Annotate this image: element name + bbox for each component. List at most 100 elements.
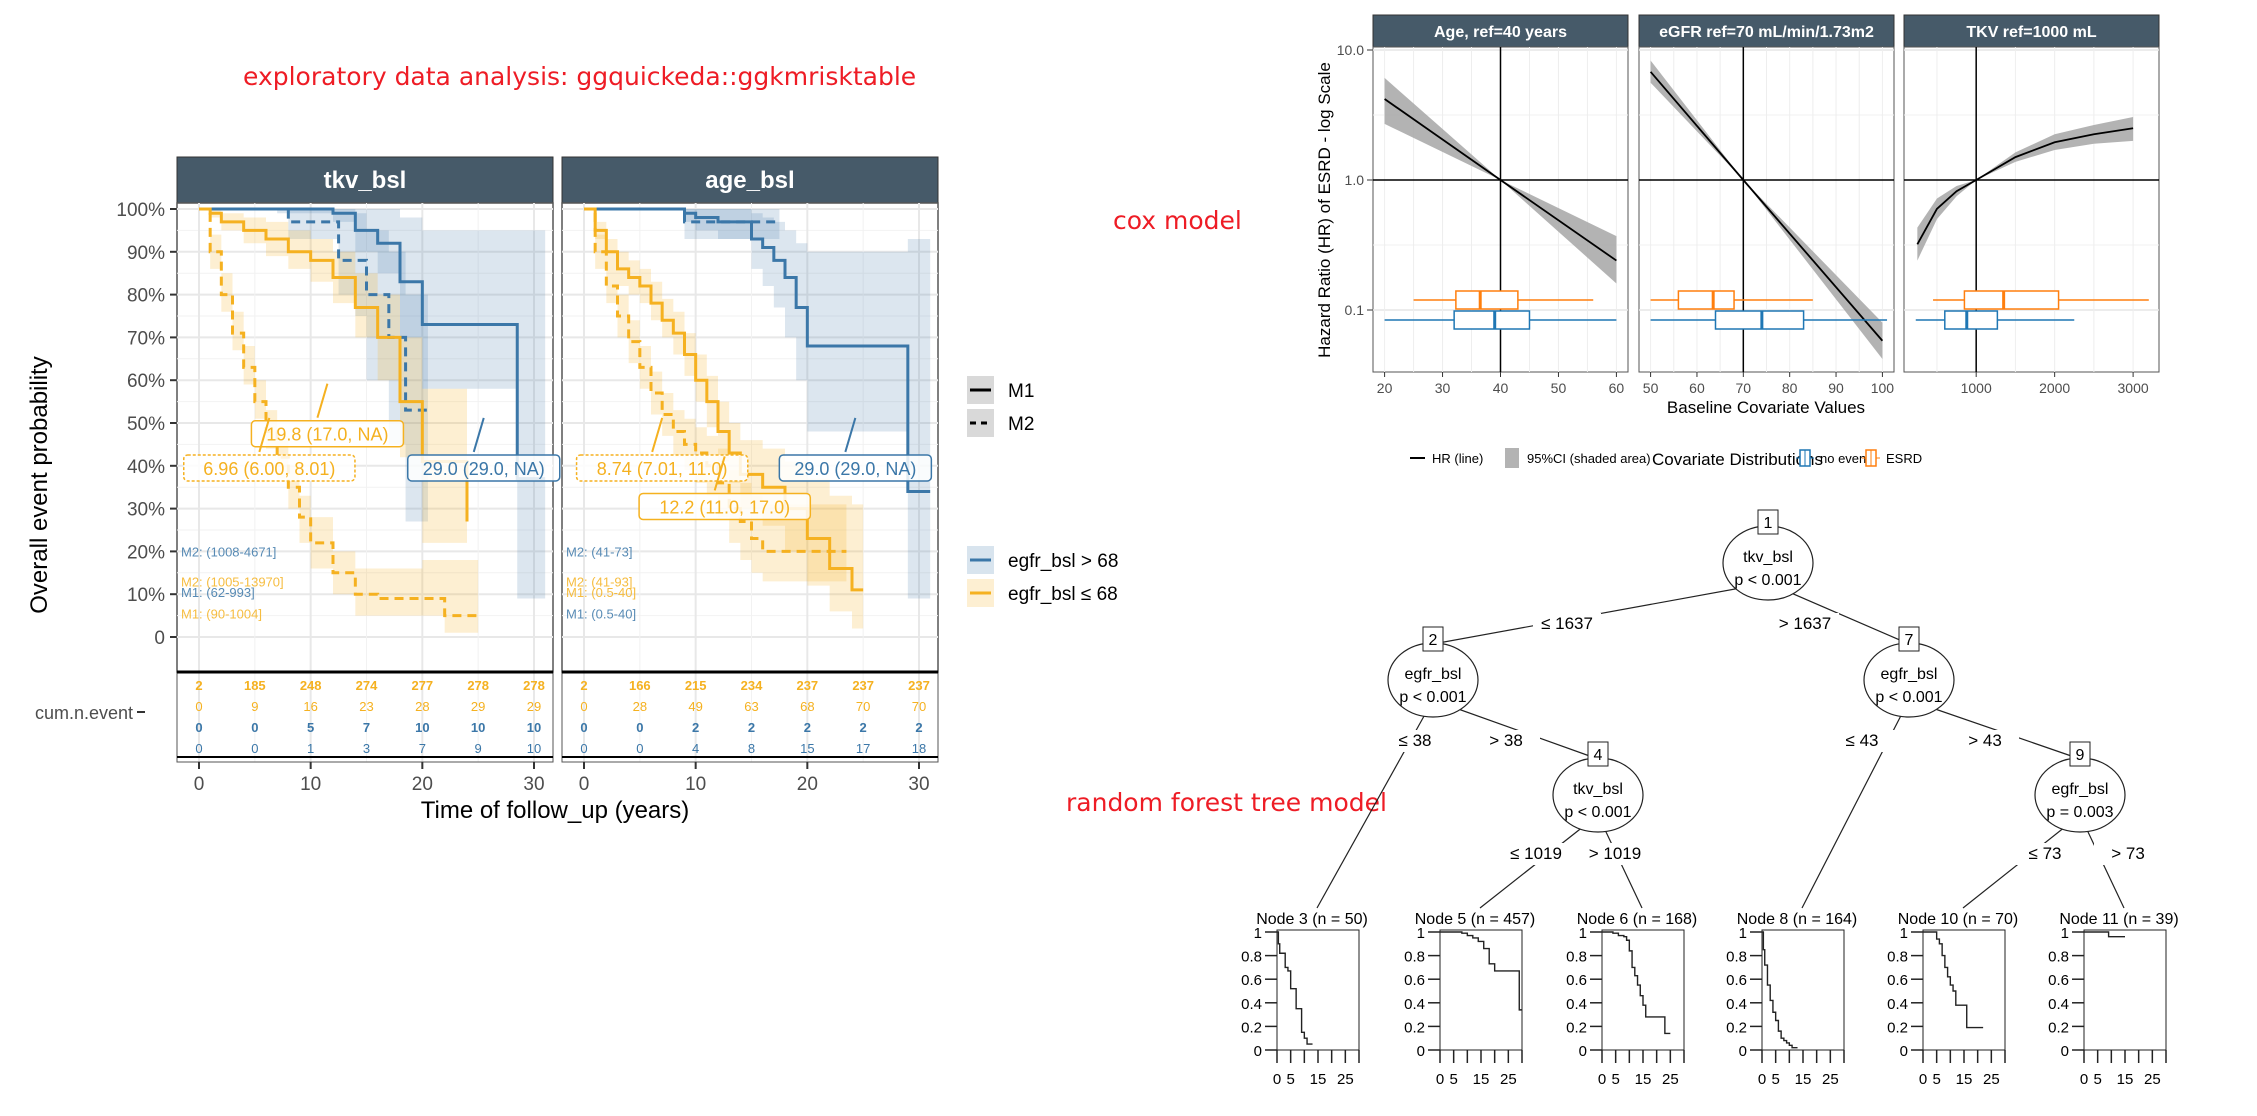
leaf-y-tick-label: 0.2 (2048, 1019, 2069, 1036)
leaf-x-tick-label: 0 (1273, 1071, 1281, 1088)
panel-title: eGFR ref=70 mL/min/1.73m2 (1659, 24, 1874, 41)
cox-panel: eGFR ref=70 mL/min/1.73m2 50 60 70 80 90 100 (1638, 14, 1895, 396)
km-legend-color: egfr_bsl > 68 egfr_bsl ≤ 68 (967, 546, 1118, 607)
hr-line (1384, 98, 1617, 262)
risk-table-cell: 0 (580, 720, 587, 735)
risk-table-cell: 0 (580, 699, 587, 714)
leaf-node-10: Node 10 (n = 70)00.20.40.60.810 5 15 25 (1887, 911, 2018, 1088)
risk-table-cell: 17 (856, 741, 870, 756)
leaf-y-tick-label: 0 (2061, 1043, 2069, 1060)
km-legend-linetype: M1 M2 (967, 376, 1034, 437)
leaf-x-tick-label: 5 (1449, 1071, 1457, 1088)
cox-x-tick-label: 80 (1782, 380, 1798, 396)
cox-x-axis-label: Baseline Covariate Values (1667, 398, 1865, 417)
risk-table-cell: 7 (419, 741, 426, 756)
panel-strip (561, 156, 939, 204)
node-p: p < 0.001 (1875, 689, 1942, 706)
median-label: 19.8 (17.0, NA) (266, 425, 388, 445)
node-var: egfr_bsl (2052, 781, 2109, 798)
node-id-box (2069, 741, 2091, 767)
risk-table-cell: 63 (744, 699, 758, 714)
leaf-node-5: Node 5 (n = 457)00.20.40.60.810 5 15 25 (1404, 911, 1535, 1088)
leaf-y-tick-label: 1 (1417, 925, 1425, 942)
risk-table-cell: 185 (244, 678, 266, 693)
leaf-x-tick-label: 25 (1662, 1071, 1679, 1088)
box (1714, 310, 1805, 330)
leaf-y-tick-label: 0.6 (2048, 972, 2069, 989)
edge-label: > 38 (1489, 731, 1523, 750)
leaf-y-tick-label: 0.4 (1887, 996, 1908, 1013)
leaf-x-tick-label: 25 (2144, 1071, 2161, 1088)
risk-row-label: cum.n.event (35, 703, 133, 723)
group-label: M1: (0.5-40] (566, 606, 636, 621)
cox-annotation: cox model (1113, 206, 1242, 235)
median-arrow (258, 417, 271, 453)
km-y-tick-label: 60% (127, 371, 165, 392)
risk-table-cell: 7 (363, 720, 370, 735)
leaf-x-tick-label: 15 (1310, 1071, 1327, 1088)
leaf-frame (1276, 929, 1360, 1051)
legend-label: no event (1820, 451, 1870, 466)
risk-table-cell: 2 (915, 720, 922, 735)
box (1677, 290, 1735, 310)
leaf-y-tick-label: 1 (1739, 925, 1747, 942)
cox-y-tick-label: 10.0 (1337, 42, 1364, 58)
boxplot-esrd (1650, 290, 1813, 310)
leaf-x-tick-label: 15 (2117, 1071, 2134, 1088)
panel-title: Age, ref=40 years (1434, 24, 1567, 41)
box (1453, 310, 1531, 330)
risk-table-cell: 237 (796, 678, 818, 693)
boxplot-no-event (1915, 310, 2075, 330)
cox-y-tick-label: 1.0 (1345, 172, 1365, 188)
leaf-node-11: Node 11 (n = 39)00.20.40.60.810 5 15 25 (2048, 911, 2179, 1088)
cox-x-tick-label: 20 (1377, 380, 1393, 396)
cox-x-tick-label: 1000 (1961, 380, 1992, 396)
leaf-y-tick-label: 1 (1900, 925, 1908, 942)
group-label: M1: (0.5-40] (566, 585, 636, 600)
node-p: p = 0.003 (2046, 804, 2113, 821)
cox-y-tick-label: 0.1 (1345, 302, 1365, 318)
ci-ribbon (584, 209, 780, 239)
km-x-tick-label: 30 (523, 774, 544, 795)
edge-label: ≤ 38 (1399, 731, 1432, 750)
risk-table-cell: 18 (912, 741, 926, 756)
ci-ribbon (1384, 77, 1617, 284)
edge-label-bg (1828, 730, 1896, 752)
ci-ribbon (584, 209, 931, 599)
edge-label-bg (2094, 843, 2162, 865)
group-label: M1: (90-1004] (181, 606, 262, 621)
group-label: M2: (1005-13970] (181, 574, 284, 589)
risk-table-cell: 10 (471, 720, 485, 735)
ci-ribbon (199, 209, 479, 633)
tree: ≤ 1637 > 1637 ≤ 38 > 38 ≤ 1019 > 1019 ≤ 43 > 43… (1241, 509, 2179, 1088)
leaf-x-tick-label: 5 (1611, 1071, 1619, 1088)
km-x-tick-label: 20 (412, 774, 433, 795)
legend-label: M1 (1008, 381, 1034, 402)
leaf-x-tick-label: 0 (1758, 1071, 1766, 1088)
risk-table-cell: 0 (251, 741, 258, 756)
node-id: 1 (1764, 515, 1773, 532)
node-id: 2 (1429, 632, 1438, 649)
edge-label-bg (1951, 730, 2019, 752)
leaf-survival-curve (2084, 931, 2125, 938)
leaf-survival-curve (1440, 931, 1522, 1011)
leaf-x-tick-label: 5 (1771, 1071, 1779, 1088)
tree-edge (1908, 699, 2081, 760)
km-curve (199, 207, 479, 618)
km-x-tick-label: 10 (685, 774, 706, 795)
risk-table-cell: 0 (195, 720, 202, 735)
boxplot-no-event (1384, 310, 1617, 330)
cox-x-tick-label: 30 (1435, 380, 1451, 396)
median-arrow (713, 456, 726, 491)
node-var: egfr_bsl (1881, 666, 1938, 683)
group-label: M2: (41-73] (566, 544, 632, 559)
risk-table-cell: 0 (195, 699, 202, 714)
median-label-box (778, 454, 933, 482)
leaf-survival-curve (1923, 931, 1984, 1029)
node-var: egfr_bsl (1405, 666, 1462, 683)
cox-x-tick-label: 60 (1689, 380, 1705, 396)
leaf-x-tick-label: 25 (1500, 1071, 1517, 1088)
